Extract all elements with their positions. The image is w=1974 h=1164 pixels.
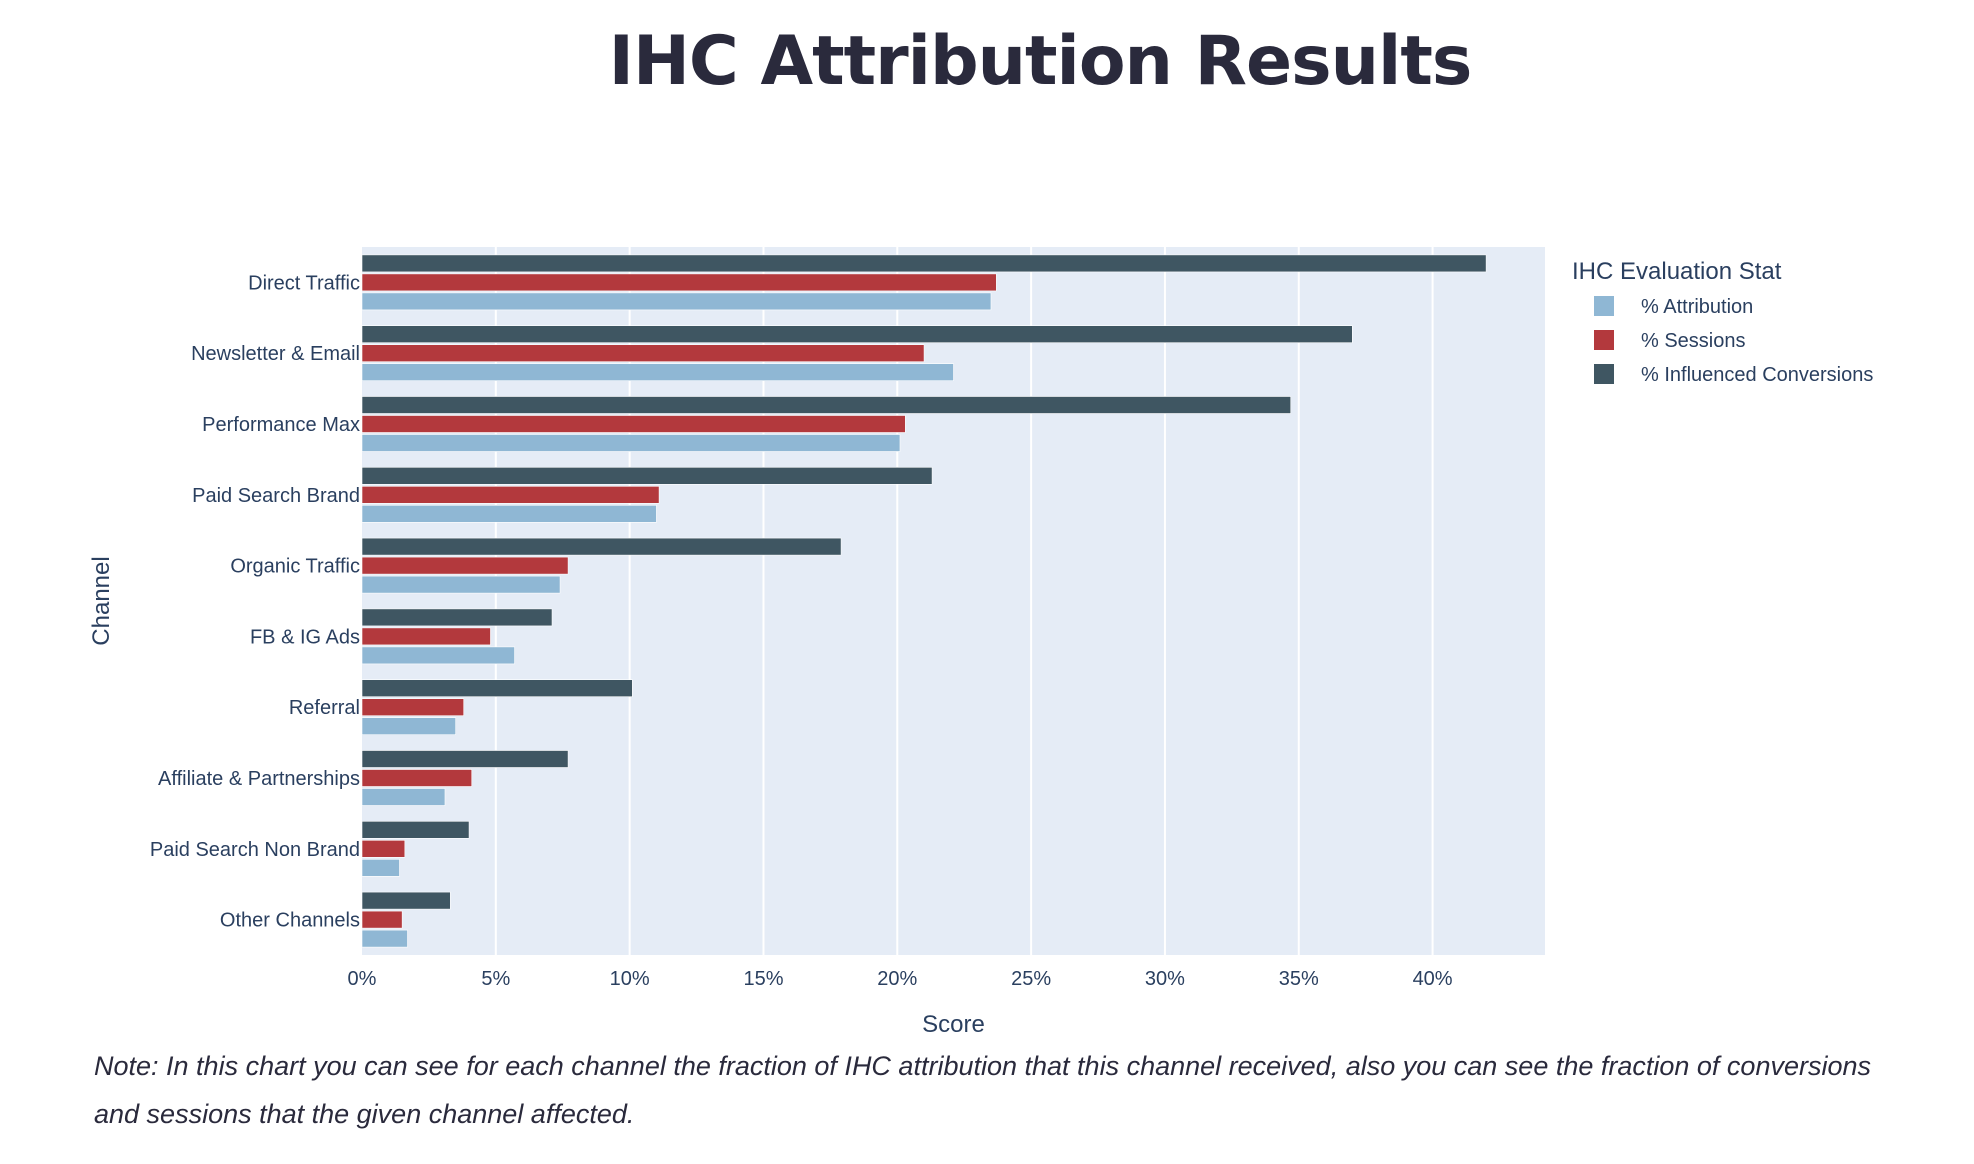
page-title: IHC Attribution Results <box>608 22 1473 101</box>
bar-attribution <box>361 717 456 736</box>
bar-influenced <box>361 466 933 485</box>
bar-influenced <box>361 325 1353 344</box>
x-tick-label: 15% <box>743 968 783 990</box>
bar-influenced <box>361 820 470 839</box>
y-tick-label: Organic Traffic <box>230 556 360 578</box>
bar-sessions <box>361 485 660 504</box>
bar-influenced <box>361 750 569 768</box>
bar-attribution <box>361 292 992 311</box>
bars <box>361 254 1487 948</box>
x-axis-title: Score <box>922 1011 985 1038</box>
bar-chart: Direct Traffic Newsletter & Email Performa… <box>88 247 1873 1038</box>
bar-attribution <box>361 363 954 382</box>
x-tick-label: 25% <box>1011 968 1051 990</box>
bar-influenced <box>361 537 842 556</box>
gridlines <box>494 247 1434 955</box>
y-tick-label: Paid Search Brand <box>192 485 360 507</box>
bar-influenced <box>361 254 1487 273</box>
bar-sessions <box>361 698 465 717</box>
x-tick-label: 35% <box>1279 968 1319 990</box>
bar-sessions <box>361 910 403 929</box>
x-tick-labels: 0% 5% 10% 15% 20% 25% 30% 35% 40% <box>348 968 1453 990</box>
x-tick-label: 10% <box>610 968 650 990</box>
y-tick-label: Direct Traffic <box>248 272 360 294</box>
bar-sessions <box>361 556 569 575</box>
y-tick-label: FB & IG Ads <box>250 626 360 648</box>
chart-note: Note: In this chart you can see for each… <box>94 1051 1872 1129</box>
x-tick-label: 5% <box>481 968 510 990</box>
bar-attribution <box>361 504 657 523</box>
y-axis-title: Channel <box>88 556 115 645</box>
legend-label: % Attribution <box>1641 296 1753 318</box>
y-tick-label: Newsletter & Email <box>191 343 360 365</box>
y-tick-label: Other Channels <box>220 910 360 932</box>
bar-sessions <box>361 415 906 433</box>
bar-sessions <box>361 627 491 646</box>
y-tick-label: Referral <box>289 697 360 719</box>
bar-sessions <box>361 344 925 363</box>
y-tick-label: Affiliate & Partnerships <box>158 768 360 790</box>
legend-swatch <box>1594 330 1614 350</box>
bar-attribution <box>361 646 515 665</box>
x-tick-label: 30% <box>1145 968 1185 990</box>
x-tick-label: 0% <box>348 968 377 990</box>
legend-label: % Sessions <box>1641 330 1746 352</box>
bar-attribution <box>361 434 901 452</box>
bar-influenced <box>361 891 451 910</box>
bar-sessions <box>361 839 406 858</box>
legend: IHC Evaluation Stat % Attribution % Sessi… <box>1572 258 1873 386</box>
y-tick-labels: Direct Traffic Newsletter & Email Performa… <box>150 272 360 931</box>
bar-influenced <box>361 608 553 627</box>
bar-attribution <box>361 575 561 594</box>
bar-sessions <box>361 769 473 787</box>
x-tick-label: 20% <box>877 968 917 990</box>
bar-attribution <box>361 929 408 948</box>
bar-influenced <box>361 679 633 698</box>
legend-swatch <box>1594 364 1614 384</box>
bar-attribution <box>361 788 446 806</box>
legend-label: % Influenced Conversions <box>1641 364 1873 386</box>
bar-attribution <box>361 858 400 877</box>
y-tick-label: Paid Search Non Brand <box>150 839 360 861</box>
legend-swatch <box>1594 296 1614 316</box>
y-tick-label: Performance Max <box>202 414 360 436</box>
bar-sessions <box>361 273 997 292</box>
x-tick-label: 40% <box>1413 968 1453 990</box>
bar-influenced <box>361 396 1292 414</box>
legend-title: IHC Evaluation Stat <box>1572 258 1782 285</box>
